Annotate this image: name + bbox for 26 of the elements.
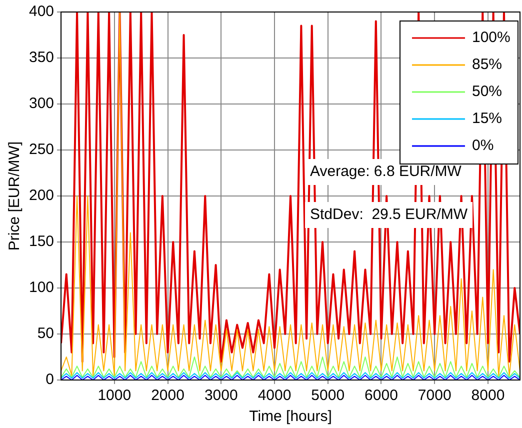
x-tick-label: 2000 — [151, 387, 184, 404]
x-tick-label: 1000 — [98, 387, 132, 404]
legend-label: 15% — [472, 110, 502, 128]
y-tick-label: 100 — [28, 279, 54, 296]
legend-label: 100% — [472, 29, 510, 46]
x-tick-label: 4000 — [258, 387, 292, 404]
x-axis-title: Time [hours] — [249, 408, 332, 426]
y-tick-label: 150 — [28, 233, 54, 250]
y-tick-label: 200 — [28, 187, 54, 204]
x-tick-label: 5000 — [311, 387, 345, 404]
y-tick-label: 300 — [28, 95, 54, 112]
legend-label: 85% — [472, 56, 502, 74]
annotation: Average: 6.8 EUR/MW — [310, 163, 462, 180]
x-tick-label: 3000 — [204, 387, 238, 404]
x-tick-label: 7000 — [418, 387, 452, 404]
x-tick-label: 8000 — [471, 387, 505, 404]
y-axis-title: Price [EUR/MW] — [6, 141, 24, 251]
y-tick-label: 400 — [28, 3, 54, 20]
annotation: StdDev: 29.5 EUR/MW — [310, 206, 468, 224]
legend-label: 0% — [472, 137, 494, 154]
legend-label: 50% — [472, 83, 502, 100]
x-tick-label: 6000 — [364, 387, 398, 404]
y-tick-label: 50 — [37, 325, 54, 342]
y-tick-label: 250 — [28, 141, 54, 158]
y-tick-label: 350 — [28, 49, 54, 66]
y-tick-label: 0 — [46, 371, 54, 388]
